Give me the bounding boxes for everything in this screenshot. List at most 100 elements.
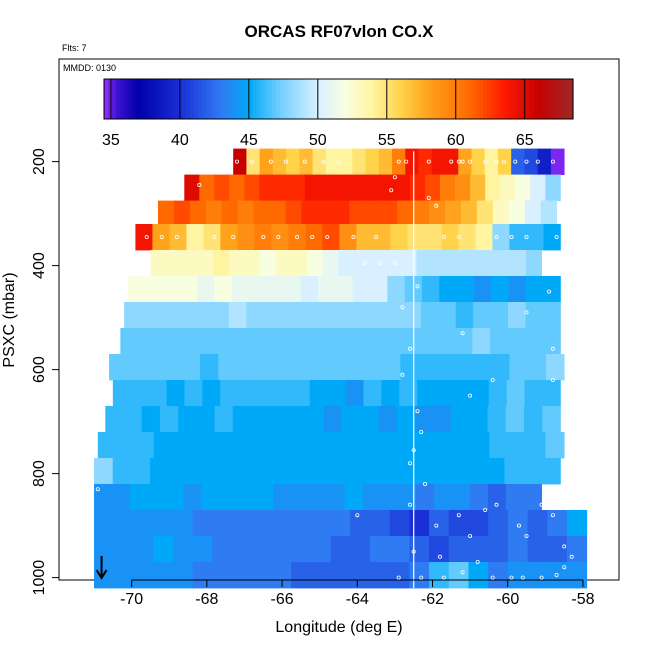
heatmap-cell [192, 536, 213, 563]
heatmap-cell [203, 224, 221, 251]
heatmap-cell [550, 148, 565, 175]
observation-point [475, 560, 480, 565]
colorbar-cell [393, 79, 398, 119]
heatmap-cell [381, 380, 400, 407]
heatmap-cell [105, 406, 124, 433]
colorbar-tick-label: 50 [309, 132, 327, 149]
colorbar-cell [162, 79, 168, 119]
colorbar-cell [174, 79, 179, 119]
colorbar-cell [170, 79, 175, 119]
heatmap-cell [488, 510, 509, 537]
heatmap-cell [439, 276, 457, 303]
heatmap-cell [283, 276, 302, 303]
heatmap-cell [487, 406, 507, 433]
heatmap [94, 148, 588, 589]
heatmap-cell [197, 276, 215, 303]
heatmap-cell [543, 276, 561, 303]
heatmap-cell [485, 174, 501, 201]
heatmap-cell [116, 432, 136, 459]
observation-point [460, 331, 465, 336]
observation-point [114, 310, 119, 315]
heatmap-cell [181, 354, 201, 381]
observation-point [456, 513, 461, 518]
heatmap-cell [417, 380, 436, 407]
heatmap-cell [349, 328, 368, 355]
heatmap-cell [326, 484, 346, 511]
heatmap-cell [272, 148, 287, 175]
heatmap-cell [250, 406, 270, 433]
heatmap-cell [278, 328, 297, 355]
heatmap-cell [153, 510, 174, 537]
heatmap-cell [251, 536, 272, 563]
heatmap-cell [148, 380, 167, 407]
heatmap-cell [271, 536, 292, 563]
colorbar-cell [299, 79, 304, 119]
heatmap-cell [429, 458, 449, 485]
heatmap-cell [191, 432, 211, 459]
colorbar-cell [483, 79, 488, 119]
colorbar-cell [404, 79, 410, 119]
heatmap-cell [189, 200, 207, 225]
heatmap-cell [373, 458, 393, 485]
heatmap-cell [341, 406, 361, 433]
observation-point [144, 234, 149, 239]
heatmap-cell [263, 302, 282, 329]
heatmap-cell [273, 484, 292, 511]
observation-point [434, 203, 439, 208]
heatmap-cell [289, 174, 306, 201]
heatmap-cell [208, 328, 227, 355]
heatmap-cell [94, 458, 114, 485]
heatmap-cell [567, 510, 588, 537]
heatmap-cell [113, 536, 134, 563]
heatmap-cell [133, 562, 154, 589]
heatmap-cell [537, 148, 552, 175]
heatmap-cell [527, 510, 548, 537]
heatmap-cell [120, 328, 139, 355]
colorbar-cell [272, 79, 277, 119]
colorbar-cell [381, 79, 386, 119]
colorbar-cell [217, 79, 222, 119]
heatmap-cell [172, 536, 193, 563]
heatmap-cell [255, 484, 274, 511]
observation-point [456, 159, 461, 164]
heatmap-cell [409, 174, 426, 201]
heatmap-cell [166, 380, 185, 407]
heatmap-cell [291, 536, 312, 563]
observation-point [234, 159, 239, 164]
observation-point [513, 159, 518, 164]
observation-point [407, 346, 412, 351]
heatmap-cell [468, 562, 489, 589]
heatmap-cell [155, 328, 174, 355]
heatmap-cell [153, 536, 174, 563]
heatmap-cell [545, 354, 565, 381]
heatmap-cell [336, 458, 356, 485]
colorbar-cell [119, 79, 125, 119]
heatmap-cell [523, 406, 543, 433]
heatmap-cell [236, 354, 256, 381]
observation-point [302, 159, 307, 164]
heatmap-cell [507, 328, 526, 355]
heatmap-cell [301, 200, 318, 225]
heatmap-cell [434, 484, 453, 511]
heatmap-cell [183, 484, 202, 511]
y-tick-label: 400 [31, 252, 48, 279]
colorbar-cell [401, 79, 406, 119]
observation-point [550, 159, 555, 164]
heatmap-cell [237, 200, 255, 225]
heatmap-cell [420, 302, 439, 329]
heatmap-cell [335, 276, 354, 303]
colorbar-cell [166, 79, 172, 119]
heatmap-cell [298, 302, 317, 329]
colorbar-cell [412, 79, 418, 119]
heatmap-cell [303, 432, 323, 459]
colorbar-cell [416, 79, 422, 119]
heatmap-cell [322, 224, 340, 251]
heatmap-cell [176, 302, 195, 329]
heatmap-cell [409, 536, 430, 563]
heatmap-cell [350, 536, 371, 563]
heatmap-cell [381, 200, 398, 225]
x-tick-label: -68 [195, 591, 218, 608]
heatmap-cell [165, 484, 184, 511]
heatmap-cell [378, 406, 397, 433]
x-tick-label: -64 [346, 591, 369, 608]
